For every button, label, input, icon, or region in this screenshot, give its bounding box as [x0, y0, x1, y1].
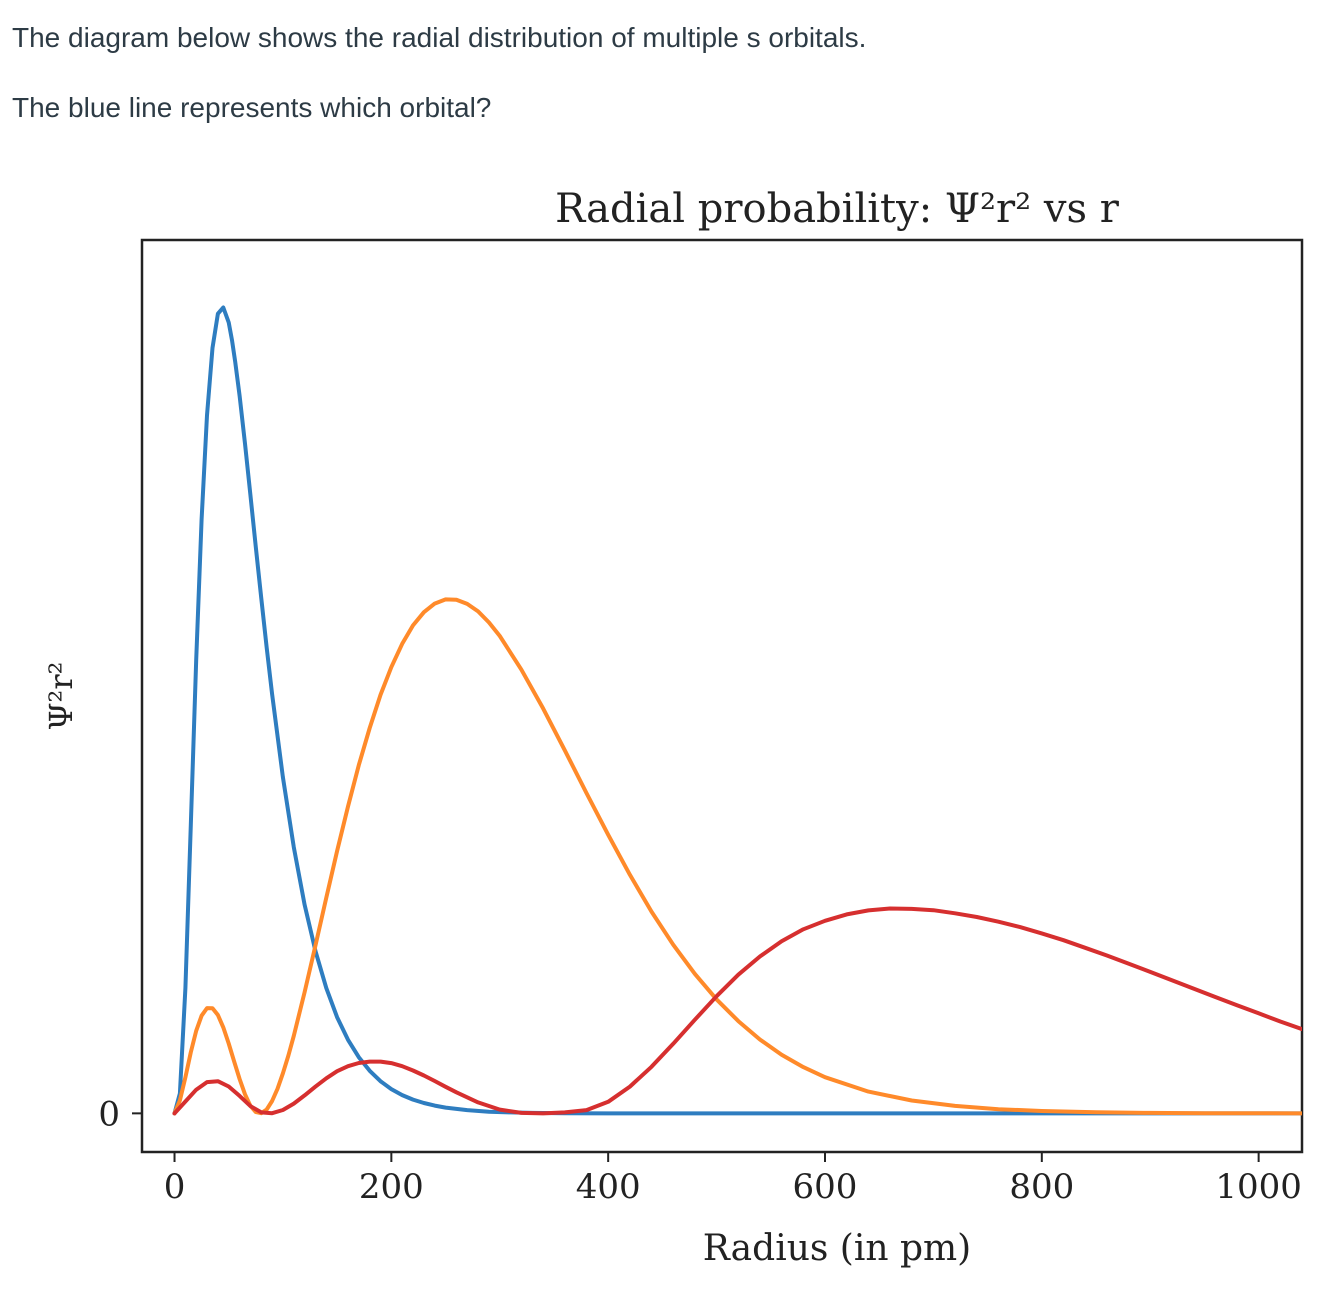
question-line-2: The blue line represents which orbital?	[12, 92, 492, 123]
radial-probability-chart: Radial probability: Ψ²r² vs r 0 200 400 600…	[42, 186, 1304, 1269]
x-tick-label: 400	[576, 1167, 641, 1207]
y-tick-label: 0	[98, 1094, 120, 1134]
y-axis-ticks: 0	[98, 1094, 142, 1134]
x-tick-label: 600	[793, 1167, 858, 1207]
x-axis-label: Radius (in pm)	[703, 1228, 971, 1269]
x-tick-label: 0	[164, 1167, 186, 1207]
x-tick-label: 200	[359, 1167, 424, 1207]
chart-title: Radial probability: Ψ²r² vs r	[555, 186, 1120, 232]
x-axis-ticks: 0 200 400 600 800 1000	[164, 1152, 1302, 1207]
series-layer	[172, 305, 1302, 1116]
plot-frame	[140, 238, 1304, 1154]
series-line-red	[172, 906, 1302, 1116]
x-tick-label: 1000	[1215, 1167, 1302, 1207]
question-line-1: The diagram below shows the radial distr…	[12, 22, 867, 53]
x-tick-label: 800	[1009, 1167, 1074, 1207]
y-axis-label: Ψ²r²	[42, 661, 80, 730]
series-line-blue	[172, 305, 1302, 1116]
series-line-orange	[172, 597, 1302, 1116]
